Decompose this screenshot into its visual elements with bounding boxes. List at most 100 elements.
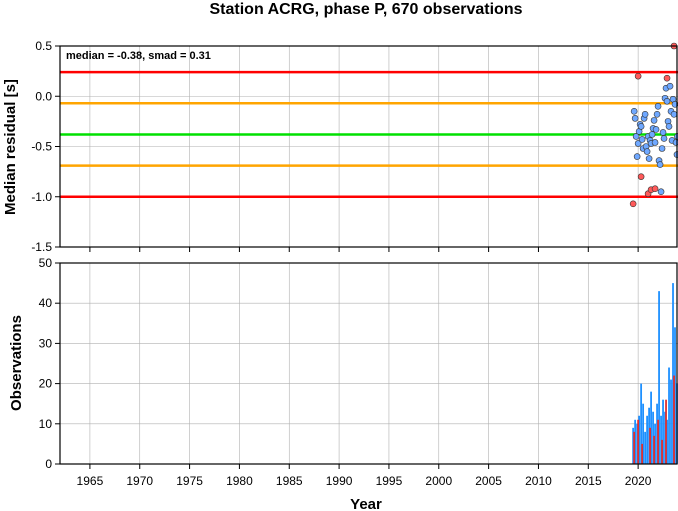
blue-observation-bar <box>634 419 637 464</box>
red-observation-bar <box>657 419 659 464</box>
y-tick-label: 40 <box>39 296 53 310</box>
y-tick-label: -1.0 <box>31 190 52 204</box>
blue-data-point <box>666 82 674 90</box>
blue-observation-bar <box>636 423 639 464</box>
blue-observation-bar <box>670 379 672 464</box>
chart-title: Station ACRG, phase P, 670 observations <box>210 1 523 18</box>
blue-data-point <box>630 108 638 115</box>
blue-data-point <box>650 117 658 124</box>
blue-observation-bar <box>648 407 650 464</box>
blue-observation-bar <box>654 423 656 464</box>
x-tick-label: 2020 <box>625 474 652 488</box>
y-tick-label: 0.5 <box>35 39 52 53</box>
y-tick-label: -1.5 <box>31 240 52 254</box>
observations-grid <box>60 262 678 465</box>
red-observation-bar <box>641 443 644 464</box>
x-tick-label: 1980 <box>226 474 253 488</box>
x-tick-label: 1985 <box>276 474 303 488</box>
x-tick-label: 1970 <box>126 474 153 488</box>
blue-observation-bar <box>668 367 670 464</box>
red-observation-bar <box>673 375 675 464</box>
red-observation-bar <box>633 431 636 464</box>
blue-observation-bar <box>642 403 645 464</box>
blue-observation-bar <box>652 411 654 464</box>
observations-y-ticks: 0 10 20 30 40 50 <box>39 256 60 471</box>
blue-observation-bar <box>650 391 652 464</box>
observations-plot-frame <box>59 262 678 465</box>
blue-observation-bar <box>644 431 647 464</box>
blue-data-point <box>665 123 673 130</box>
blue-data-point <box>637 123 645 130</box>
red-data-point <box>629 200 637 208</box>
x-axis-label: Year <box>350 496 382 511</box>
y-tick-label: 10 <box>39 417 53 431</box>
blue-data-point <box>658 145 666 152</box>
blue-data-point <box>648 131 656 138</box>
x-tick-label: 2010 <box>525 474 552 488</box>
blue-data-point <box>660 135 668 142</box>
x-tick-label: 1995 <box>376 474 403 488</box>
residual-y-axis-label: Median residual [s] <box>2 79 19 215</box>
y-tick-label: 0.0 <box>35 89 52 103</box>
x-tick-label: 1990 <box>326 474 353 488</box>
blue-data-point <box>652 126 660 133</box>
blue-observation-bar <box>662 399 664 464</box>
blue-observation-bar <box>672 283 674 464</box>
red-observation-bar <box>661 439 663 464</box>
observations-panel: 0 10 20 30 40 50 1965 1970 1975 1980 1985 1990 1995… <box>8 256 678 511</box>
blue-observation-bar <box>632 427 635 464</box>
blue-data-point <box>663 97 671 105</box>
residual-panel: -1.5 -1.0 -0.5 0.0 0.5 median = -0.38, smad … <box>2 39 678 254</box>
blue-data-point <box>670 111 678 118</box>
blue-data-point <box>651 139 659 146</box>
red-data-point <box>634 72 642 80</box>
blue-data-point <box>631 115 639 122</box>
blue-data-point <box>633 153 641 160</box>
blue-data-point <box>638 136 646 143</box>
blue-observation-bar <box>658 291 660 464</box>
blue-data-point <box>657 188 665 196</box>
y-tick-label: 0 <box>45 457 52 471</box>
y-tick-label: 50 <box>39 256 53 270</box>
residual-grid <box>60 45 678 248</box>
observations-y-axis-label: Observations <box>8 315 25 411</box>
residual-points <box>629 42 678 208</box>
observations-bars <box>632 283 678 464</box>
blue-data-point <box>645 155 653 162</box>
red-observation-bar <box>649 427 651 464</box>
y-tick-label: 30 <box>39 336 53 350</box>
observations-x-ticks: 1965 1970 1975 1980 1985 1990 1995 2000 2005 2010… <box>77 464 652 488</box>
blue-observation-bar <box>646 415 648 464</box>
blue-observation-bar <box>674 327 676 464</box>
blue-observation-bar <box>666 419 668 464</box>
blue-data-point <box>656 161 664 168</box>
x-tick-label: 1965 <box>77 474 104 488</box>
blue-data-point <box>643 148 651 155</box>
blue-data-point <box>641 111 649 118</box>
y-tick-label: -0.5 <box>31 140 52 154</box>
blue-data-point <box>654 103 662 110</box>
x-tick-label: 2000 <box>425 474 452 488</box>
red-observation-bar <box>637 419 640 464</box>
x-tick-label: 2005 <box>475 474 502 488</box>
blue-data-point <box>632 133 640 140</box>
x-tick-label: 2015 <box>575 474 602 488</box>
blue-observation-bar <box>640 383 643 464</box>
red-observation-bar <box>665 399 667 464</box>
blue-observation-bar <box>660 415 662 464</box>
x-tick-label: 1975 <box>176 474 203 488</box>
red-observation-bar <box>653 435 655 464</box>
blue-data-point <box>659 129 667 136</box>
residual-y-ticks: -1.5 -1.0 -0.5 0.0 0.5 <box>31 39 60 254</box>
residual-reference-lines <box>60 70 678 198</box>
blue-observation-bar <box>664 411 666 464</box>
blue-data-point <box>634 140 642 147</box>
stats-annotation: median = -0.38, smad = 0.31 <box>66 50 211 62</box>
blue-observation-bar <box>656 403 658 464</box>
y-tick-label: 20 <box>39 377 53 391</box>
residual-x-ticks <box>89 247 639 252</box>
blue-data-point <box>653 111 661 118</box>
blue-observation-bar <box>638 415 641 464</box>
red-data-point <box>651 185 659 193</box>
